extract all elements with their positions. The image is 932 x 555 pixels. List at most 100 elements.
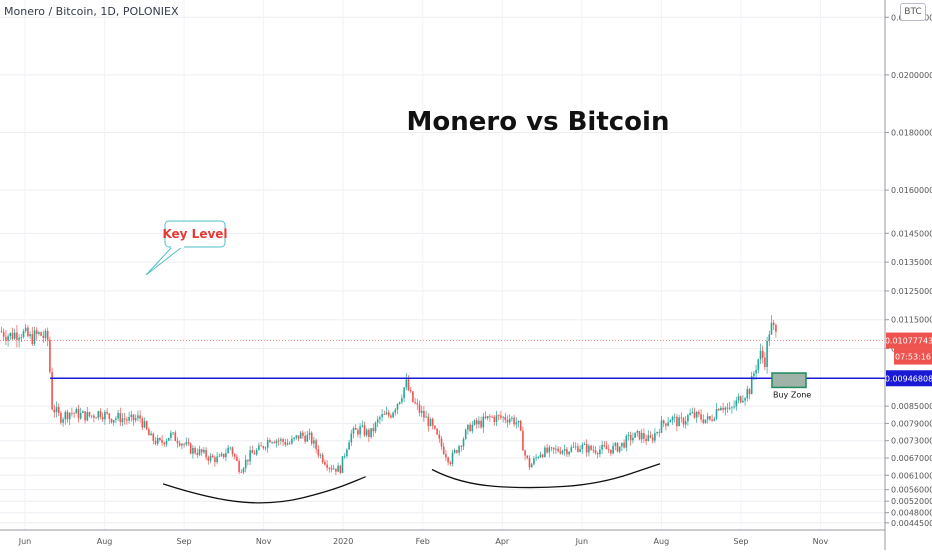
candle-body-26: [57, 407, 60, 413]
candle-body-313: [689, 412, 691, 416]
candle-body-181: [398, 402, 401, 404]
candle-body-165: [363, 425, 366, 436]
candle-body-349: [768, 334, 771, 341]
candle-183: [403, 387, 405, 403]
candle-26: [57, 403, 60, 417]
candle-body-214: [471, 424, 474, 432]
candle-body-23: [51, 372, 53, 410]
candle-139: [306, 430, 309, 443]
candle-255: [561, 449, 564, 456]
candle-126: [277, 437, 280, 446]
candle-309: [680, 412, 683, 423]
candle-203: [447, 456, 449, 466]
candle-277: [610, 449, 612, 457]
y-tick-label-16: 0.02000000: [891, 71, 932, 80]
candle-body-327: [720, 407, 722, 411]
candle-body-286: [629, 434, 632, 441]
candle-body-10: [22, 331, 25, 338]
candle-261: [574, 442, 577, 450]
candle-106: [233, 453, 236, 460]
candle-182: [401, 394, 403, 405]
candle-body-71: [156, 438, 159, 444]
candle-body-60: [132, 414, 135, 421]
candle-236: [519, 419, 522, 432]
candle-184: [405, 373, 408, 391]
candle-body-266: [585, 443, 588, 453]
candle-327: [720, 405, 722, 411]
candle-351: [772, 319, 775, 330]
candle-11: [24, 324, 27, 333]
candle-145: [319, 453, 322, 459]
candle-body-28: [62, 419, 64, 423]
candle-241: [530, 462, 533, 468]
candle-36: [79, 407, 82, 420]
candle-body-219: [482, 416, 485, 428]
candle-149: [328, 466, 331, 473]
currency-badge[interactable]: BTC: [900, 3, 926, 21]
candle-204: [449, 460, 452, 467]
x-tick-label-10: Nov: [813, 537, 829, 546]
candle-body-218: [480, 420, 482, 428]
candle-269: [592, 445, 595, 454]
candle-331: [728, 401, 731, 411]
candle-212: [467, 424, 469, 435]
candle-174: [383, 410, 386, 415]
candle-170: [374, 421, 377, 434]
candle-219: [482, 412, 485, 433]
candle-119: [262, 445, 265, 450]
candle-body-273: [601, 444, 603, 450]
candle-body-63: [139, 415, 141, 419]
last-price-tag-label: 0.01077743: [885, 337, 932, 346]
candle-body-44: [97, 411, 100, 418]
candle-body-114: [251, 450, 254, 454]
candle-83: [183, 442, 185, 448]
candle-body-121: [266, 440, 269, 448]
candle-20: [44, 328, 47, 342]
candle-body-290: [638, 431, 641, 440]
candle-body-130: [286, 443, 289, 445]
candle-94: [207, 455, 210, 465]
candle-175: [385, 406, 388, 415]
candle-body-78: [172, 432, 174, 434]
candle-body-110: [242, 468, 245, 473]
candle-body-309: [680, 417, 683, 419]
candle-body-244: [537, 457, 540, 459]
candle-body-98: [216, 456, 218, 463]
candle-250: [550, 446, 553, 452]
candle-248: [546, 444, 548, 454]
key-level-tag-label: 0.00946808: [885, 374, 932, 383]
candle-148: [326, 460, 328, 471]
candle-345: [759, 343, 762, 364]
candle-242: [533, 456, 535, 466]
candle-291: [640, 428, 643, 444]
candle-body-133: [293, 437, 295, 440]
candle-body-323: [711, 419, 713, 421]
candle-153: [337, 462, 339, 472]
candle-body-74: [163, 442, 166, 445]
candle-228: [502, 415, 504, 423]
candle-169: [372, 423, 375, 437]
candle-body-274: [603, 444, 606, 447]
candle-304: [669, 419, 672, 423]
candle-body-131: [288, 443, 291, 445]
candle-body-149: [328, 467, 331, 469]
candle-221: [486, 415, 489, 421]
candle-143: [315, 438, 317, 454]
candle-156: [343, 453, 346, 460]
candle-60: [132, 414, 135, 426]
candle-102: [225, 448, 227, 462]
candle-1: [2, 328, 5, 341]
candle-body-92: [203, 449, 205, 453]
chart-title: Monero vs Bitcoin: [407, 107, 670, 137]
candle-body-171: [376, 419, 379, 423]
buy-zone-label: Buy Zone: [773, 390, 811, 399]
candle-78: [172, 431, 174, 436]
candle-body-49: [108, 413, 111, 419]
candle-body-217: [478, 420, 480, 425]
candle-194: [427, 412, 430, 432]
candle-body-202: [445, 454, 447, 458]
candle-177: [390, 413, 392, 419]
candle-body-335: [737, 396, 740, 401]
candle-260: [572, 442, 575, 448]
